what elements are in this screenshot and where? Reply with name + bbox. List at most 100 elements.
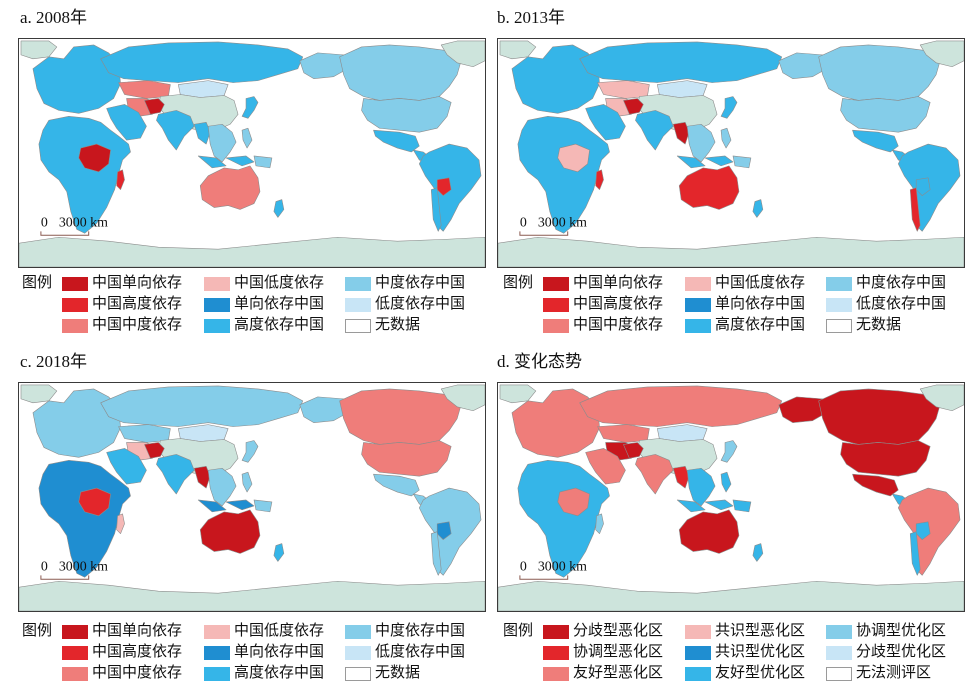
map-region-indonesia-2 bbox=[225, 499, 255, 511]
map-region-philippines bbox=[241, 471, 253, 493]
map-region-kazakhstan bbox=[597, 424, 650, 443]
legend-label: 中国单向依存 bbox=[92, 275, 183, 291]
map-frame: 0 3000 km bbox=[497, 382, 965, 612]
legend-item: 中国低度依存 bbox=[204, 621, 345, 642]
legend-label: 协调型恶化区 bbox=[573, 644, 664, 660]
legend-swatch bbox=[685, 645, 711, 660]
legend-item: 友好型优化区 bbox=[685, 663, 826, 684]
map-region-usa bbox=[840, 440, 931, 477]
legend: 图例 分歧型恶化区 协调型恶化区 友好型恶化区 共识型恶化区 共识型优化区 友好型优化区 协… bbox=[503, 621, 973, 687]
map-region-philippines bbox=[720, 127, 732, 149]
legend-swatch bbox=[685, 666, 711, 681]
map-region-mexico bbox=[373, 473, 420, 497]
legend-item: 高度依存中国 bbox=[685, 315, 826, 336]
map-region-greenland-east bbox=[440, 384, 485, 412]
panel-title: a. 2008年 bbox=[20, 8, 88, 27]
map-region-indonesia-3 bbox=[253, 499, 273, 513]
map-region-madagascar bbox=[595, 169, 604, 190]
legend-item: 分歧型恶化区 bbox=[543, 621, 685, 642]
legend-item: 中国单向依存 bbox=[543, 273, 685, 294]
legend-item: 中国单向依存 bbox=[62, 621, 204, 642]
world-map: 0 3000 km bbox=[19, 40, 485, 267]
legend-label: 中度依存中国 bbox=[856, 275, 947, 291]
map-region-india bbox=[156, 454, 195, 495]
map-region-australia bbox=[678, 165, 740, 210]
map-region-central-africa bbox=[557, 487, 590, 517]
legend-swatch bbox=[826, 645, 852, 660]
legend-label: 分歧型优化区 bbox=[856, 644, 947, 660]
legend-item: 中国单向依存 bbox=[62, 273, 204, 294]
legend-label: 低度依存中国 bbox=[375, 644, 466, 660]
legend-label: 中国中度依存 bbox=[573, 317, 664, 333]
map-region-chile bbox=[430, 531, 442, 576]
map-region-mongolia bbox=[657, 424, 708, 442]
legend-swatch bbox=[826, 297, 852, 312]
map-frame: 0 3000 km bbox=[497, 38, 965, 268]
legend-item: 中国低度依存 bbox=[685, 273, 826, 294]
legend-swatch bbox=[345, 645, 371, 660]
legend-label: 友好型优化区 bbox=[715, 665, 806, 681]
legend-item: 单向依存中国 bbox=[204, 642, 345, 663]
legend: 图例 中国单向依存 中国高度依存 中国中度依存 中国低度依存 单向依存中国 高度依存中国 中… bbox=[22, 273, 492, 339]
map-region-canada bbox=[818, 388, 941, 445]
scale-bar: 0 3000 km bbox=[519, 559, 587, 580]
map-region-usa bbox=[361, 96, 452, 133]
map-region-usa bbox=[840, 96, 931, 133]
map-region-indonesia-1 bbox=[676, 155, 706, 169]
map-region-canada bbox=[339, 44, 462, 101]
scale-bar-line bbox=[40, 575, 90, 580]
map-region-madagascar bbox=[595, 513, 604, 534]
map-region-japan bbox=[720, 440, 738, 463]
map-region-russia bbox=[579, 41, 783, 83]
legend-swatch bbox=[62, 624, 88, 639]
map-region-mexico bbox=[852, 473, 899, 497]
map-region-india bbox=[635, 110, 674, 151]
scale-bar: 0 3000 km bbox=[519, 215, 587, 236]
map-region-australia bbox=[199, 509, 261, 554]
legend-label: 中国单向依存 bbox=[573, 275, 664, 291]
legend-swatch bbox=[685, 624, 711, 639]
legend-swatch bbox=[204, 624, 230, 639]
panel-title: b. 2013年 bbox=[497, 8, 565, 27]
map-region-australia bbox=[678, 509, 740, 554]
legend-label: 无数据 bbox=[375, 317, 421, 333]
legend-swatch bbox=[543, 666, 569, 681]
legend-swatch bbox=[62, 276, 88, 291]
legend-title: 图例 bbox=[503, 623, 534, 639]
map-region-afghanistan bbox=[623, 442, 644, 459]
legend-item: 协调型恶化区 bbox=[543, 642, 685, 663]
map-region-new-zealand bbox=[273, 543, 285, 562]
legend-item: 协调型优化区 bbox=[826, 621, 973, 642]
map-region-philippines bbox=[241, 127, 253, 149]
legend-swatch bbox=[345, 624, 371, 639]
map-region-myanmar bbox=[672, 465, 690, 489]
map-region-myanmar bbox=[193, 121, 211, 145]
legend-label: 中国高度依存 bbox=[92, 296, 183, 312]
map-region-madagascar bbox=[116, 169, 125, 190]
legend-label: 中国低度依存 bbox=[234, 623, 325, 639]
legend-swatch bbox=[204, 297, 230, 312]
legend-swatch bbox=[826, 666, 852, 681]
map-region-central-africa bbox=[78, 487, 111, 517]
map-region-usa bbox=[361, 440, 452, 477]
legend-label: 中国中度依存 bbox=[92, 317, 183, 333]
legend-title: 图例 bbox=[503, 275, 534, 291]
map-region-mongolia bbox=[178, 424, 229, 442]
map-region-new-zealand bbox=[752, 199, 764, 218]
legend-label: 无法测评区 bbox=[856, 665, 932, 681]
legend-label: 高度依存中国 bbox=[234, 317, 325, 333]
map-region-greenland-west bbox=[499, 40, 537, 60]
legend-swatch bbox=[826, 624, 852, 639]
map-region-greenland-east bbox=[919, 40, 964, 68]
map-region-africa bbox=[517, 116, 610, 234]
legend-swatch bbox=[62, 318, 88, 333]
map-region-japan bbox=[241, 440, 259, 463]
map-region-kazakhstan bbox=[118, 424, 171, 443]
map-region-chile bbox=[909, 187, 921, 232]
legend-title: 图例 bbox=[22, 623, 53, 639]
map-frame: 0 3000 km bbox=[18, 38, 486, 268]
legend-label: 低度依存中国 bbox=[856, 296, 947, 312]
legend-item: 无数据 bbox=[345, 663, 492, 684]
map-region-philippines bbox=[720, 471, 732, 493]
legend-item: 中度依存中国 bbox=[826, 273, 973, 294]
